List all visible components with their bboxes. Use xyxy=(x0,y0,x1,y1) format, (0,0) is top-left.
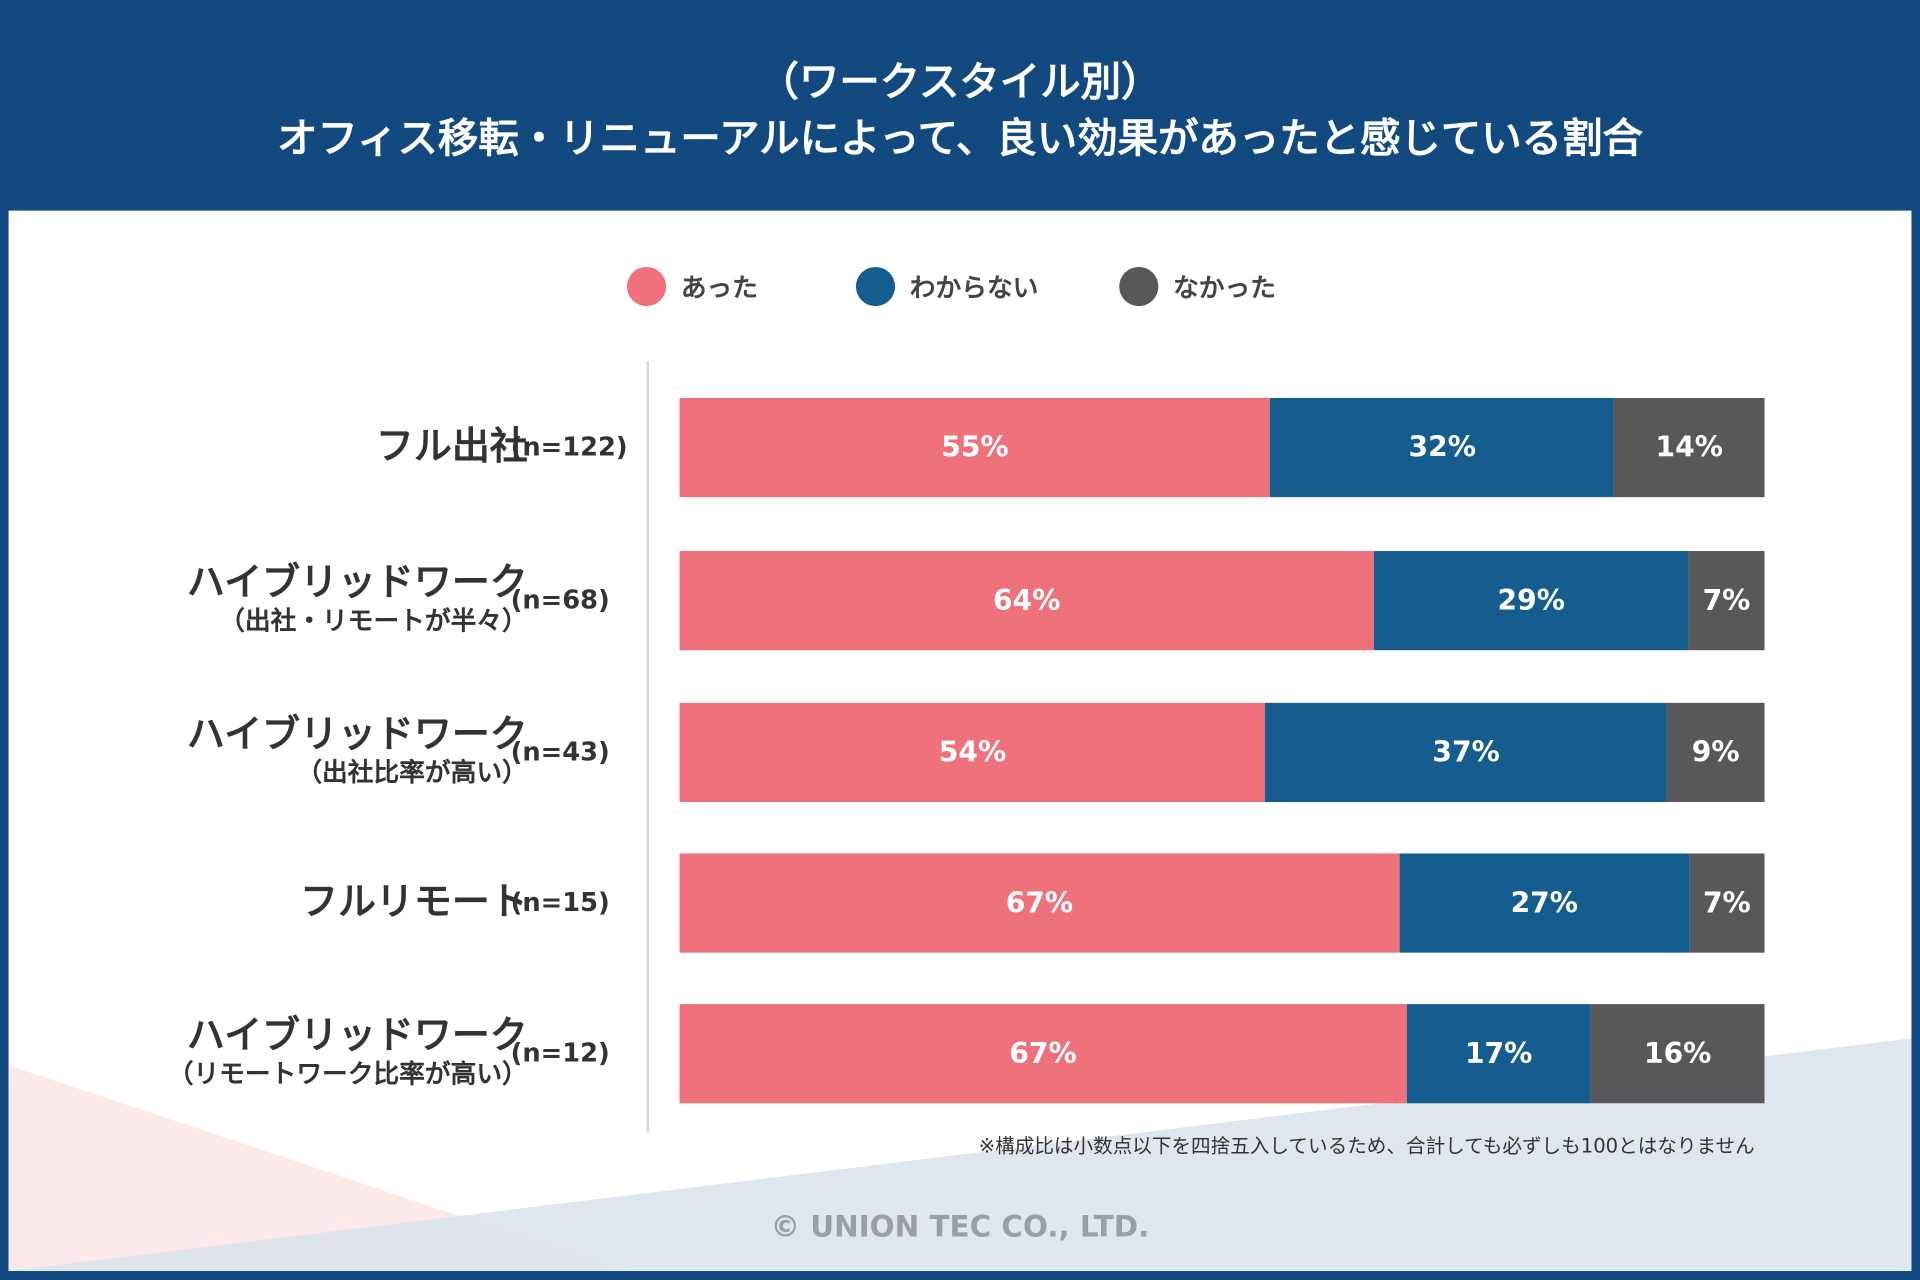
footnote: ※構成比は小数点以下を四捨五入しているため、合計しても必ずしも100とはなりませ… xyxy=(978,1133,1755,1158)
category-label: フル出社 xyxy=(376,425,528,469)
title-line-1: （ワークスタイル別） xyxy=(758,57,1162,106)
stacked-bar: 67% 27% 7% xyxy=(679,853,1765,953)
legend-swatch xyxy=(626,266,667,307)
legend-label: なかった xyxy=(1173,273,1276,303)
copyright: © UNION TEC CO., LTD. xyxy=(770,1209,1150,1245)
bar-segment: 67% xyxy=(679,1004,1407,1104)
bar-segment: 7% xyxy=(1688,551,1765,651)
stacked-bar: 55% 32% 14% xyxy=(679,397,1765,498)
bar-segment: 32% xyxy=(1270,397,1615,498)
pink-triangle xyxy=(8,1065,625,1272)
category-main: ハイブリッドワーク xyxy=(186,1013,528,1058)
category-main: ハイブリッドワーク xyxy=(186,712,528,757)
category-label: ハイブリッドワーク （出社・リモートが半々） xyxy=(187,561,528,637)
sample-size: (n=122) xyxy=(510,432,628,462)
sample-size: (n=12) xyxy=(510,1038,610,1068)
bar-segment: 67% xyxy=(679,853,1400,953)
category-sub: （出社・リモートが半々） xyxy=(219,606,528,636)
category-main: フルリモート xyxy=(300,880,528,925)
bar-segment: 64% xyxy=(679,551,1374,651)
sample-size: (n=43) xyxy=(510,737,610,767)
category-axis-line xyxy=(646,361,649,1133)
legend-item: なかった xyxy=(1119,266,1276,307)
bar-segment: 16% xyxy=(1590,1004,1765,1104)
title-line-2: オフィス移転・リニューアルによって、良い効果があったと感じている割合 xyxy=(277,113,1643,162)
stacked-bar: 64% 29% 7% xyxy=(679,551,1765,651)
bar-segment: 17% xyxy=(1406,1004,1591,1104)
bar-segment: 54% xyxy=(679,702,1266,803)
stacked-bar: 67% 17% 16% xyxy=(679,1004,1765,1104)
bar-segment: 55% xyxy=(679,397,1271,498)
legend-item: わからない xyxy=(855,266,1039,307)
header: （ワークスタイル別） オフィス移転・リニューアルによって、良い効果があったと感じ… xyxy=(0,0,1920,208)
bar-segment: 27% xyxy=(1399,853,1690,953)
sample-size: (n=15) xyxy=(510,887,610,918)
legend-label: わからない xyxy=(909,273,1039,303)
bar-segment: 14% xyxy=(1614,397,1765,498)
category-label: フルリモート xyxy=(300,880,528,924)
category-label: ハイブリッドワーク （出社比率が高い） xyxy=(187,713,528,789)
legend-item: あった xyxy=(626,266,758,307)
category-main: フル出社 xyxy=(375,424,528,469)
bar-segment: 29% xyxy=(1373,551,1689,651)
category-sub: （出社比率が高い） xyxy=(296,757,528,788)
chart-panel: あった わからない なかった フル出社 (n=122) 55% 32% 14% ハイブリッドワ… xyxy=(8,210,1912,1272)
category-main: ハイブリッドワーク xyxy=(186,560,528,605)
category-sub: （リモートワーク比率が高い） xyxy=(167,1059,528,1089)
legend-swatch xyxy=(855,266,896,307)
legend-swatch xyxy=(1119,266,1159,307)
sample-size: (n=68) xyxy=(510,585,610,615)
bar-segment: 7% xyxy=(1689,853,1765,953)
bar-segment: 37% xyxy=(1265,702,1667,803)
legend-label: あった xyxy=(680,273,758,303)
stacked-bar: 54% 37% 9% xyxy=(679,702,1765,803)
category-label: ハイブリッドワーク （リモートワーク比率が高い） xyxy=(168,1014,528,1090)
bar-segment: 9% xyxy=(1666,702,1765,803)
